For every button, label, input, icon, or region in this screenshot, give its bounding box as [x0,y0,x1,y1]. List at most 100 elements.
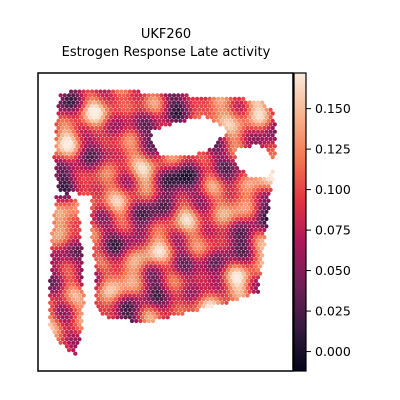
spot [184,158,189,163]
spot [83,136,88,142]
spot [201,100,206,105]
spot [142,260,147,265]
spot [230,122,235,127]
spot [245,220,250,225]
spot [60,257,65,262]
spot [186,96,191,101]
spot [140,257,145,262]
spot [119,300,124,305]
spot [207,235,212,240]
spot [117,136,122,142]
spot [106,111,111,116]
spot [226,267,231,273]
spot [176,173,181,178]
spot [132,118,137,123]
spot [211,206,216,211]
spot [115,111,120,116]
spot [222,231,227,236]
spot [190,206,195,211]
spot [90,235,95,240]
spot [123,307,128,313]
spot [79,304,84,309]
spot [56,206,61,211]
spot [159,246,164,251]
spot [186,286,191,291]
spot [222,216,227,222]
spot [100,166,105,171]
spot [100,216,105,222]
spot [224,257,229,262]
spot [136,286,141,291]
spot [245,111,250,116]
spot [232,169,237,174]
spot [98,293,103,298]
spot [161,184,166,189]
spot [178,293,183,298]
spot [167,289,172,294]
spot [129,115,135,120]
spot [98,162,103,167]
spot [96,173,101,178]
spot [232,220,237,225]
spot [150,195,156,200]
spot [161,162,166,167]
spot [148,111,153,116]
spot [121,297,126,302]
spot [218,209,223,214]
spot [213,151,219,156]
spot [69,198,74,203]
spot [251,115,256,120]
spot [157,257,162,262]
spot [224,111,229,116]
spot [83,151,88,156]
spot [64,104,69,109]
spot [85,155,90,160]
spot [249,235,254,240]
spot [157,176,162,182]
spot [66,216,72,222]
spot [129,253,135,258]
spot [230,253,235,258]
spot [249,198,254,203]
spot [79,144,84,149]
spot [142,231,147,236]
spot [136,315,141,320]
spot [234,107,240,112]
spot [182,162,187,167]
spot [113,224,118,229]
spot [62,318,67,324]
spot [228,111,233,116]
spot [171,209,177,214]
spot [134,289,139,294]
spot [186,307,191,313]
spot [161,278,166,283]
spot [230,289,235,294]
spot [56,147,61,152]
spot [96,224,101,229]
spot [66,253,72,258]
spot [134,267,139,273]
spot [195,271,200,276]
spot [247,202,252,207]
spot [169,104,174,109]
spot [228,278,233,283]
spot [237,235,242,240]
spot [146,209,151,214]
spot [132,264,137,269]
spot [176,187,181,192]
spot [87,115,93,120]
spot [54,195,59,200]
spot [186,155,191,160]
spot [234,144,240,149]
spot [77,125,82,131]
spot [79,318,84,324]
spot [52,249,57,254]
spot [142,224,147,229]
spot [140,176,145,182]
spot [111,191,116,196]
spot [228,140,233,145]
spot [247,238,252,243]
spot [98,249,103,254]
spot [243,275,248,280]
spot [62,180,67,185]
